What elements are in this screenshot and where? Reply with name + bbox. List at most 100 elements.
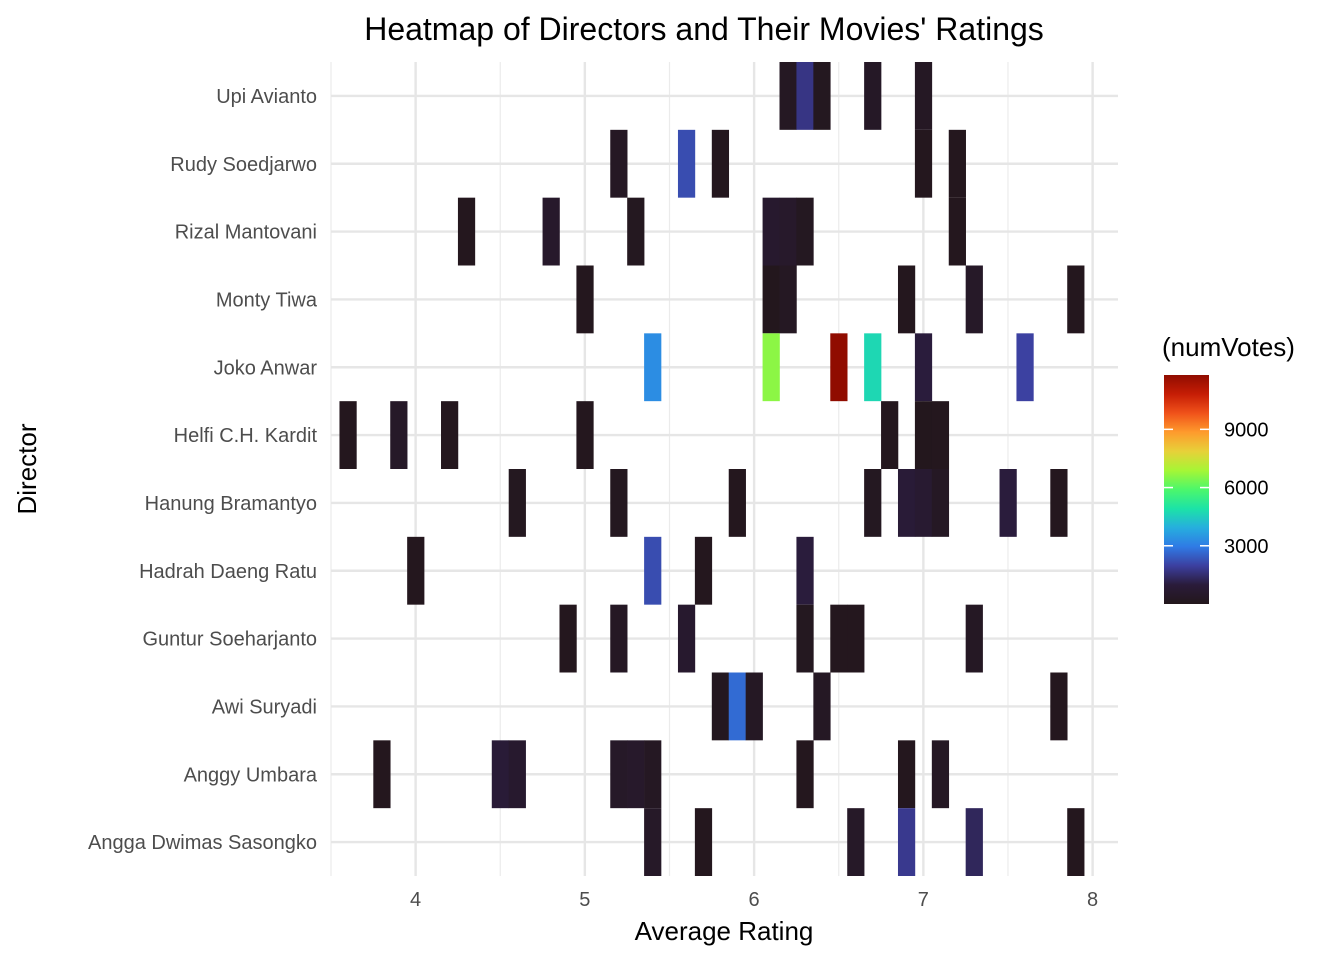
heatmap-tile [627,740,645,809]
y-tick-label: Rudy Soedjarwo [170,154,317,176]
x-tick-label: 7 [918,889,929,911]
x-tick-label: 4 [410,889,421,911]
heatmap-tile [864,62,882,130]
heatmap-tile [694,536,713,605]
y-tick-label: Hadrah Daeng Ratu [139,561,317,583]
legend-ticks: 3000 6000 9000 [1164,419,1269,558]
y-tick-label: Rizal Mantovani [175,222,317,244]
heatmap-tile [948,197,966,266]
heatmap-tile [644,808,662,876]
heatmap-tile [373,740,391,809]
heatmap-tile [610,740,628,809]
heatmap-tile [931,401,950,469]
heatmap-tile [762,197,780,266]
heatmap-tile [407,536,425,605]
x-tick-label: 8 [1087,889,1098,911]
heatmap-tile [1050,469,1068,537]
y-tick-label: Monty Tiwa [216,289,318,311]
heatmap-tile [999,469,1017,537]
heatmap-tile [644,333,662,402]
heatmap-tile [677,604,696,673]
heatmap-tile [542,197,560,266]
heatmap-tile [627,197,645,266]
heatmap-tile [559,604,577,673]
heatmap-tile [728,672,746,741]
x-axis-title: Average Rating [635,916,814,946]
legend-tick-label: 3000 [1224,536,1269,558]
y-tick-label: Upi Avianto [216,86,317,108]
heatmap-tile [576,401,594,469]
x-tick-label: 5 [579,889,590,911]
heatmap-tile [796,740,814,809]
heatmap-tile [830,333,848,402]
x-tick-label: 6 [749,889,760,911]
heatmap-tile [914,401,933,469]
heatmap-tile [1067,265,1085,334]
legend-tick-label: 9000 [1224,419,1269,441]
heatmap-tile [1016,333,1034,402]
heatmap-tile [796,197,814,266]
y-tick-label: Awi Suryadi [212,696,317,718]
heatmap-tile [339,401,357,469]
heatmap-tile [677,129,696,198]
heatmap-tile [610,129,628,198]
heatmap-tile [931,740,950,809]
heatmap-tile [711,129,730,198]
y-axis-ticks: Angga Dwimas Sasongko Anggy Umbara Awi Sur… [88,86,318,854]
heatmap-tile [610,469,628,537]
heatmap-tile [965,808,983,876]
heatmap-tile [965,265,983,334]
heatmap-tile [728,469,746,537]
heatmap-tile [796,536,814,605]
y-tick-label: Helfi C.H. Kardit [174,425,318,447]
heatmap-tile [441,401,459,469]
heatmap-tile [897,265,916,334]
heatmap-tile [508,740,526,809]
heatmap-tile [1050,672,1068,741]
legend-title: (numVotes) [1162,332,1295,362]
heatmap-tile [914,129,933,198]
y-tick-label: Anggy Umbara [184,764,318,786]
heatmap-tile [897,808,916,876]
heatmap-tile [864,469,882,537]
heatmap-tile [644,536,662,605]
heatmap-tiles [339,62,1085,876]
chart-title: Heatmap of Directors and Their Movies' R… [364,11,1044,47]
heatmap-tile [1067,808,1085,876]
heatmap-tile [457,197,476,266]
heatmap-tile [897,469,916,537]
heatmap-tile [897,740,916,809]
heatmap-tile [779,62,797,130]
heatmap-tile [762,333,780,402]
heatmap-tile [914,469,933,537]
heatmap-tile [948,129,966,198]
heatmap-tile [796,62,814,130]
heatmap-tile [965,604,983,673]
heatmap-tile [745,672,763,741]
legend-colorbar [1164,375,1209,604]
legend-tick-label: 6000 [1224,478,1269,500]
heatmap-tile [779,197,797,266]
heatmap-tile [576,265,594,334]
heatmap-tile [796,604,814,673]
heatmap-tile [830,604,848,673]
heatmap-tile [864,333,882,402]
heatmap-tile [508,469,526,537]
y-axis-title: Director [12,423,42,514]
x-axis-ticks: 4 5 6 7 8 [410,889,1098,911]
heatmap-tile [914,62,933,130]
heatmap-tile [847,604,865,673]
y-tick-label: Hanung Bramantyo [145,493,317,515]
heatmap-tile [694,808,713,876]
y-tick-label: Joko Anwar [214,357,318,379]
heatmap-tile [610,604,628,673]
heatmap-tile [762,265,780,334]
heatmap-tile [813,62,831,130]
y-tick-label: Guntur Soeharjanto [142,629,317,651]
heatmap-tile [813,672,831,741]
heatmap-tile [881,401,899,469]
heatmap-tile [711,672,730,741]
color-legend: (numVotes) 3000 6000 9000 [1162,332,1295,604]
heatmap-tile [847,808,865,876]
